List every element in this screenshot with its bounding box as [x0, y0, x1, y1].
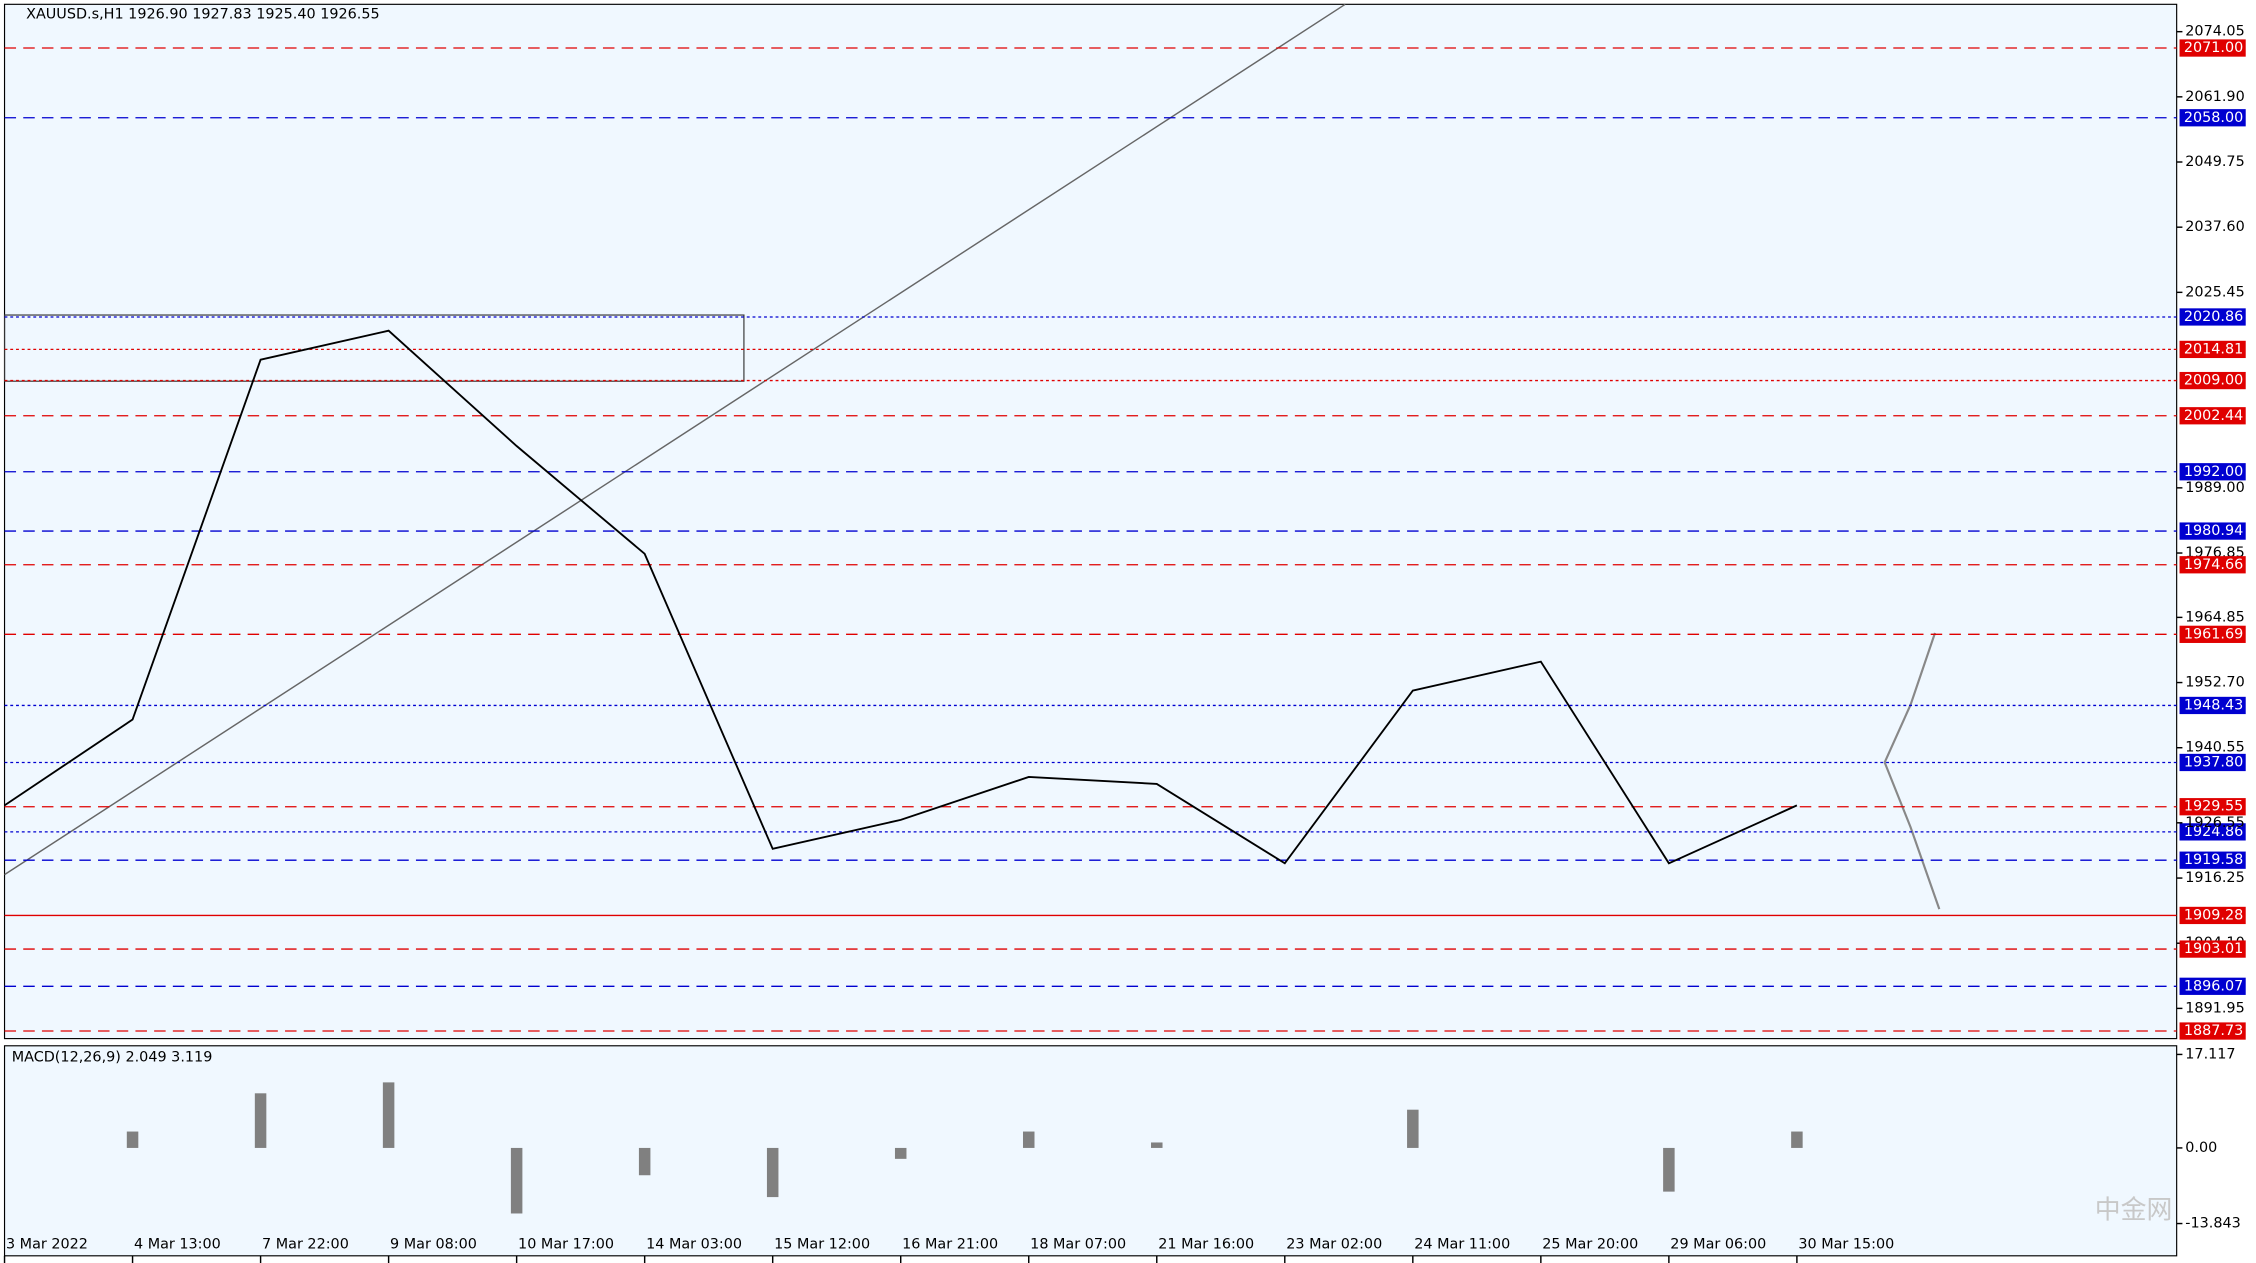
level-label: 2058.00 [2184, 110, 2243, 126]
x-tick-label: 15 Mar 12:00 [774, 1236, 870, 1252]
macd-bar [766, 1147, 779, 1198]
level-tag [2179, 696, 2246, 715]
level-tag [2179, 977, 2246, 995]
level-tag [2179, 463, 2246, 481]
macd-bar [1151, 1142, 1163, 1148]
y-tick-label: 1989.00 [2185, 480, 2244, 496]
macd-y-tick-label: 0.00 [2185, 1140, 2217, 1156]
y-tick-label: 2037.60 [2185, 219, 2244, 235]
macd-bar [638, 1147, 651, 1176]
y-tick-label: 2074.05 [2185, 24, 2244, 40]
level-tag [2179, 906, 2246, 925]
symbol-header: XAUUSD.s,H1 1926.90 1927.83 1925.40 1926… [26, 6, 380, 22]
macd-y-tick-label: -13.843 [2185, 1216, 2241, 1232]
y-tick-label: 2061.90 [2185, 89, 2244, 105]
macd-bar [894, 1147, 907, 1159]
level-label: 1974.66 [2184, 557, 2243, 573]
level-label: 2014.81 [2184, 341, 2243, 357]
y-tick-label: 1940.55 [2185, 740, 2244, 756]
level-label: 2002.44 [2184, 408, 2243, 424]
level-label: 1961.69 [2184, 626, 2243, 642]
macd-bar [1407, 1109, 1419, 1148]
macd-bar [254, 1093, 267, 1148]
y-tick-label: 2049.75 [2185, 154, 2244, 170]
level-label: 2009.00 [2184, 373, 2243, 389]
level-label: 1937.80 [2184, 754, 2243, 770]
x-tick-label: 14 Mar 03:00 [646, 1236, 742, 1252]
macd-title: MACD(12,26,9) 2.049 3.119 [12, 1049, 213, 1065]
level-tag [2179, 340, 2246, 359]
macd-bar [1663, 1147, 1675, 1192]
macd-bar [382, 1082, 395, 1148]
x-tick-label: 9 Mar 08:00 [390, 1236, 477, 1252]
level-tag [2179, 556, 2246, 574]
y-tick-label: 2025.45 [2185, 284, 2244, 300]
level-label: 1896.07 [2184, 978, 2243, 994]
level-label: 1919.58 [2184, 852, 2243, 868]
level-label: 1903.01 [2184, 941, 2243, 957]
x-tick-label: 25 Mar 20:00 [1542, 1236, 1638, 1252]
level-tag [2179, 798, 2246, 816]
level-tag [2179, 308, 2246, 326]
x-tick-label: 30 Mar 15:00 [1798, 1236, 1894, 1252]
x-tick-label: 3 Mar 2022 [6, 1236, 88, 1252]
level-label: 1948.43 [2184, 697, 2243, 713]
level-label: 1887.73 [2184, 1023, 2243, 1039]
macd-panel [3, 1045, 2178, 1257]
level-label: 1992.00 [2184, 464, 2243, 480]
level-tag [2179, 940, 2246, 958]
y-tick-label: 1964.85 [2185, 609, 2244, 625]
y-tick-label: 1916.25 [2185, 870, 2244, 886]
last-price-label: 1926.55 [2185, 815, 2244, 831]
level-tag [2179, 851, 2246, 869]
macd-bar [126, 1131, 139, 1148]
level-label: 2020.86 [2184, 309, 2243, 325]
level-tag [2179, 753, 2246, 772]
macd-bar [1022, 1131, 1035, 1148]
macd-bar [510, 1147, 523, 1214]
y-tick-label: 1891.95 [2185, 1000, 2244, 1016]
level-tag [2179, 823, 2246, 841]
x-tick-label: 7 Mar 22:00 [262, 1236, 349, 1252]
level-label: 1909.28 [2184, 907, 2243, 923]
price-panel [3, 3, 2178, 1040]
y-tick-label: 1952.70 [2185, 675, 2244, 691]
x-tick-label: 16 Mar 21:00 [902, 1236, 998, 1252]
level-tag [2179, 522, 2246, 540]
level-label: 2071.00 [2184, 40, 2243, 56]
x-tick-label: 23 Mar 02:00 [1286, 1236, 1382, 1252]
price-line [4, 329, 1798, 865]
trend-line [4, 3, 1346, 876]
level-tag [2179, 1022, 2246, 1040]
level-tag [2179, 109, 2246, 127]
x-tick-label: 4 Mar 13:00 [134, 1236, 221, 1252]
level-label: 1924.86 [2184, 824, 2243, 840]
macd-y-tick-label: 17.117 [2185, 1046, 2235, 1062]
x-tick-label: 21 Mar 16:00 [1158, 1236, 1254, 1252]
x-tick-label: 29 Mar 06:00 [1670, 1236, 1766, 1252]
level-tag [2179, 407, 2246, 425]
watermark: 中金网 [2095, 1196, 2173, 1226]
level-label: 1929.55 [2184, 799, 2243, 815]
x-tick-label: 18 Mar 07:00 [1030, 1236, 1126, 1252]
level-tag [2179, 625, 2246, 643]
x-tick-label: 24 Mar 11:00 [1414, 1236, 1510, 1252]
x-tick-label: 10 Mar 17:00 [518, 1236, 614, 1252]
level-tag [2179, 371, 2246, 390]
level-tag [2179, 39, 2246, 57]
level-label: 1980.94 [2184, 523, 2243, 539]
macd-bar [1791, 1131, 1803, 1148]
